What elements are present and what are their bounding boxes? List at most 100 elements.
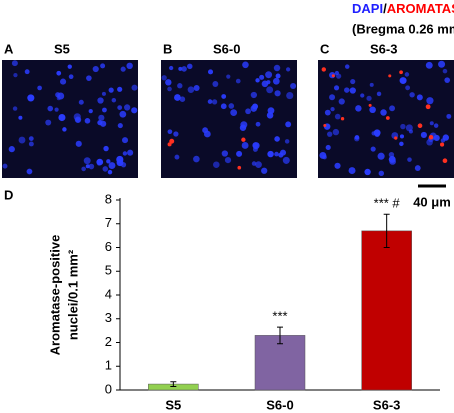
- nucleus: [272, 77, 280, 85]
- y-tick-label: 3: [105, 310, 112, 325]
- nucleus: [360, 93, 365, 98]
- aromatase-cell: [340, 117, 345, 121]
- nucleus: [364, 168, 371, 176]
- nucleus: [438, 60, 446, 68]
- nucleus: [373, 129, 381, 137]
- nucleus: [83, 157, 91, 165]
- aromatase-cell: [442, 158, 448, 164]
- panel-letter: D: [4, 187, 13, 202]
- nucleus: [102, 166, 109, 172]
- nucleus: [425, 61, 433, 69]
- nucleus: [429, 121, 434, 126]
- nucleus: [405, 85, 411, 91]
- nucleus: [338, 98, 345, 105]
- nucleus: [239, 124, 247, 131]
- aromatase-cell: [323, 123, 327, 127]
- nucleus: [181, 66, 187, 72]
- nucleus: [193, 84, 200, 91]
- nucleus: [179, 96, 186, 102]
- bregma: (Bregma 0.26 mm): [352, 21, 454, 36]
- nucleus: [24, 69, 30, 75]
- nucleus: [329, 94, 336, 101]
- y-tick-label: 0: [105, 381, 112, 396]
- panel-letter: B: [163, 41, 172, 56]
- nucleus: [174, 94, 181, 101]
- aromatase-cell: [425, 104, 431, 110]
- nucleus: [121, 137, 129, 144]
- nucleus: [220, 103, 227, 110]
- aromatase-cell: [394, 136, 398, 140]
- x-tick-label: S6-3: [373, 397, 400, 412]
- nucleus: [12, 106, 18, 111]
- nucleus: [28, 141, 34, 147]
- micrograph: [318, 60, 454, 178]
- nucleus: [236, 150, 243, 157]
- nucleus: [168, 65, 174, 71]
- panel-label: S6-3: [370, 41, 397, 56]
- nucleus: [100, 120, 107, 127]
- nucleus: [101, 91, 106, 96]
- nucleus: [380, 109, 387, 116]
- nucleus: [245, 108, 251, 115]
- nucleus: [67, 64, 72, 69]
- nucleus: [18, 136, 26, 144]
- nucleus: [350, 78, 356, 85]
- nucleus: [330, 107, 335, 112]
- nucleus: [68, 74, 74, 80]
- nucleus: [414, 165, 421, 172]
- nucleus: [54, 107, 59, 112]
- nucleus: [224, 157, 232, 164]
- nucleus: [111, 97, 117, 103]
- nucleus: [165, 79, 172, 86]
- nucleus: [241, 142, 249, 149]
- nucleus: [334, 162, 341, 169]
- nucleus: [96, 158, 104, 166]
- nucleus: [212, 81, 219, 87]
- nucleus: [273, 64, 281, 72]
- nucleus: [161, 75, 167, 81]
- nucleus: [119, 110, 127, 118]
- annotation: ***: [272, 309, 287, 324]
- nucleus: [290, 82, 297, 90]
- nucleus: [122, 151, 128, 156]
- nucleus: [416, 94, 423, 101]
- aromatase-cell: [385, 116, 390, 120]
- nucleus: [226, 74, 231, 79]
- nucleus: [56, 70, 62, 76]
- nucleus: [108, 87, 114, 93]
- nucleus: [56, 96, 61, 101]
- nucleus: [178, 66, 183, 71]
- nucleus: [334, 113, 341, 120]
- aromatase-cell: [368, 103, 372, 107]
- nucleus: [73, 113, 81, 121]
- nucleus: [28, 136, 34, 141]
- nucleus: [426, 97, 434, 105]
- annotation: *** #: [374, 196, 401, 211]
- nucleus: [252, 103, 259, 110]
- x-tick-label: S6-0: [266, 397, 293, 412]
- nucleus: [116, 155, 124, 164]
- nucleus: [127, 149, 134, 156]
- aromatase-cell: [428, 134, 434, 140]
- nucleus: [117, 105, 123, 110]
- nucleus: [230, 109, 238, 117]
- nucleus: [354, 135, 360, 140]
- nucleus: [371, 131, 376, 136]
- aromatase-cell: [399, 70, 403, 75]
- nucleus: [404, 72, 410, 77]
- nucleus: [335, 73, 342, 79]
- nucleus: [265, 71, 273, 79]
- nucleus: [266, 86, 274, 94]
- nucleus: [103, 145, 109, 152]
- micrograph: [2, 60, 138, 178]
- y-axis-label: nuclei/0.1 mm²: [65, 249, 80, 340]
- nucleus: [255, 78, 260, 83]
- nucleus: [333, 85, 340, 91]
- nucleus: [274, 90, 281, 97]
- nucleus: [193, 155, 200, 163]
- bar: [254, 335, 306, 391]
- nucleus: [78, 99, 84, 105]
- y-tick-label: 7: [105, 215, 112, 230]
- nucleus: [444, 77, 451, 84]
- nucleus: [284, 139, 290, 144]
